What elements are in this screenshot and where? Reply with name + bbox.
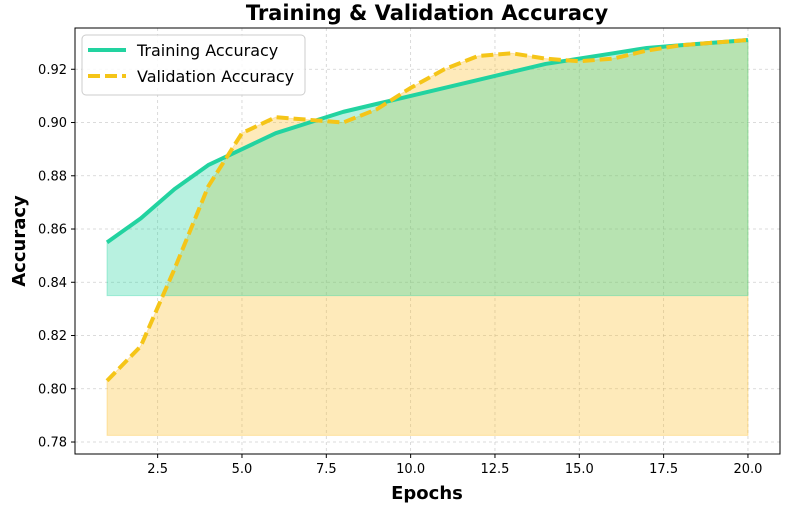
legend-box [81,34,306,96]
x-tick-label: 7.5 [316,462,337,477]
x-tick-label: 17.5 [649,462,678,477]
chart-title: Training & Validation Accuracy [246,1,609,25]
legend: Training Accuracy Validation Accuracy [81,34,306,96]
x-axis-label: Epochs [391,483,463,504]
x-axis-ticks: 2.5 5.0 7.5 10.0 12.5 15.0 17.5 20.0 [147,454,762,477]
y-tick-label: 0.88 [38,169,67,184]
y-tick-label: 0.84 [38,276,67,291]
area-fills [106,39,749,436]
x-tick-label: 15.0 [565,462,594,477]
legend-label-training: Training Accuracy [136,41,278,60]
y-tick-label: 0.92 [38,63,67,78]
x-tick-label: 2.5 [147,462,168,477]
y-tick-label: 0.86 [38,223,67,238]
x-tick-label: 20.0 [733,462,762,477]
series-lines [105,37,749,383]
y-tick-label: 0.80 [38,382,67,397]
y-axis-ticks: 0.78 0.80 0.82 0.84 0.86 0.88 0.90 0.92 [38,63,75,451]
y-tick-label: 0.82 [38,329,67,344]
x-tick-label: 5.0 [232,462,253,477]
y-axis-label: Accuracy [9,195,30,287]
training-accuracy-line [105,37,749,244]
legend-label-validation: Validation Accuracy [137,67,294,86]
y-tick-label: 0.90 [38,116,67,131]
x-tick-label: 10.0 [396,462,425,477]
grid-lines [75,28,780,454]
x-tick-label: 12.5 [480,462,509,477]
y-tick-label: 0.78 [38,436,67,451]
validation-accuracy-line [105,37,749,383]
plot-frame [74,27,781,455]
